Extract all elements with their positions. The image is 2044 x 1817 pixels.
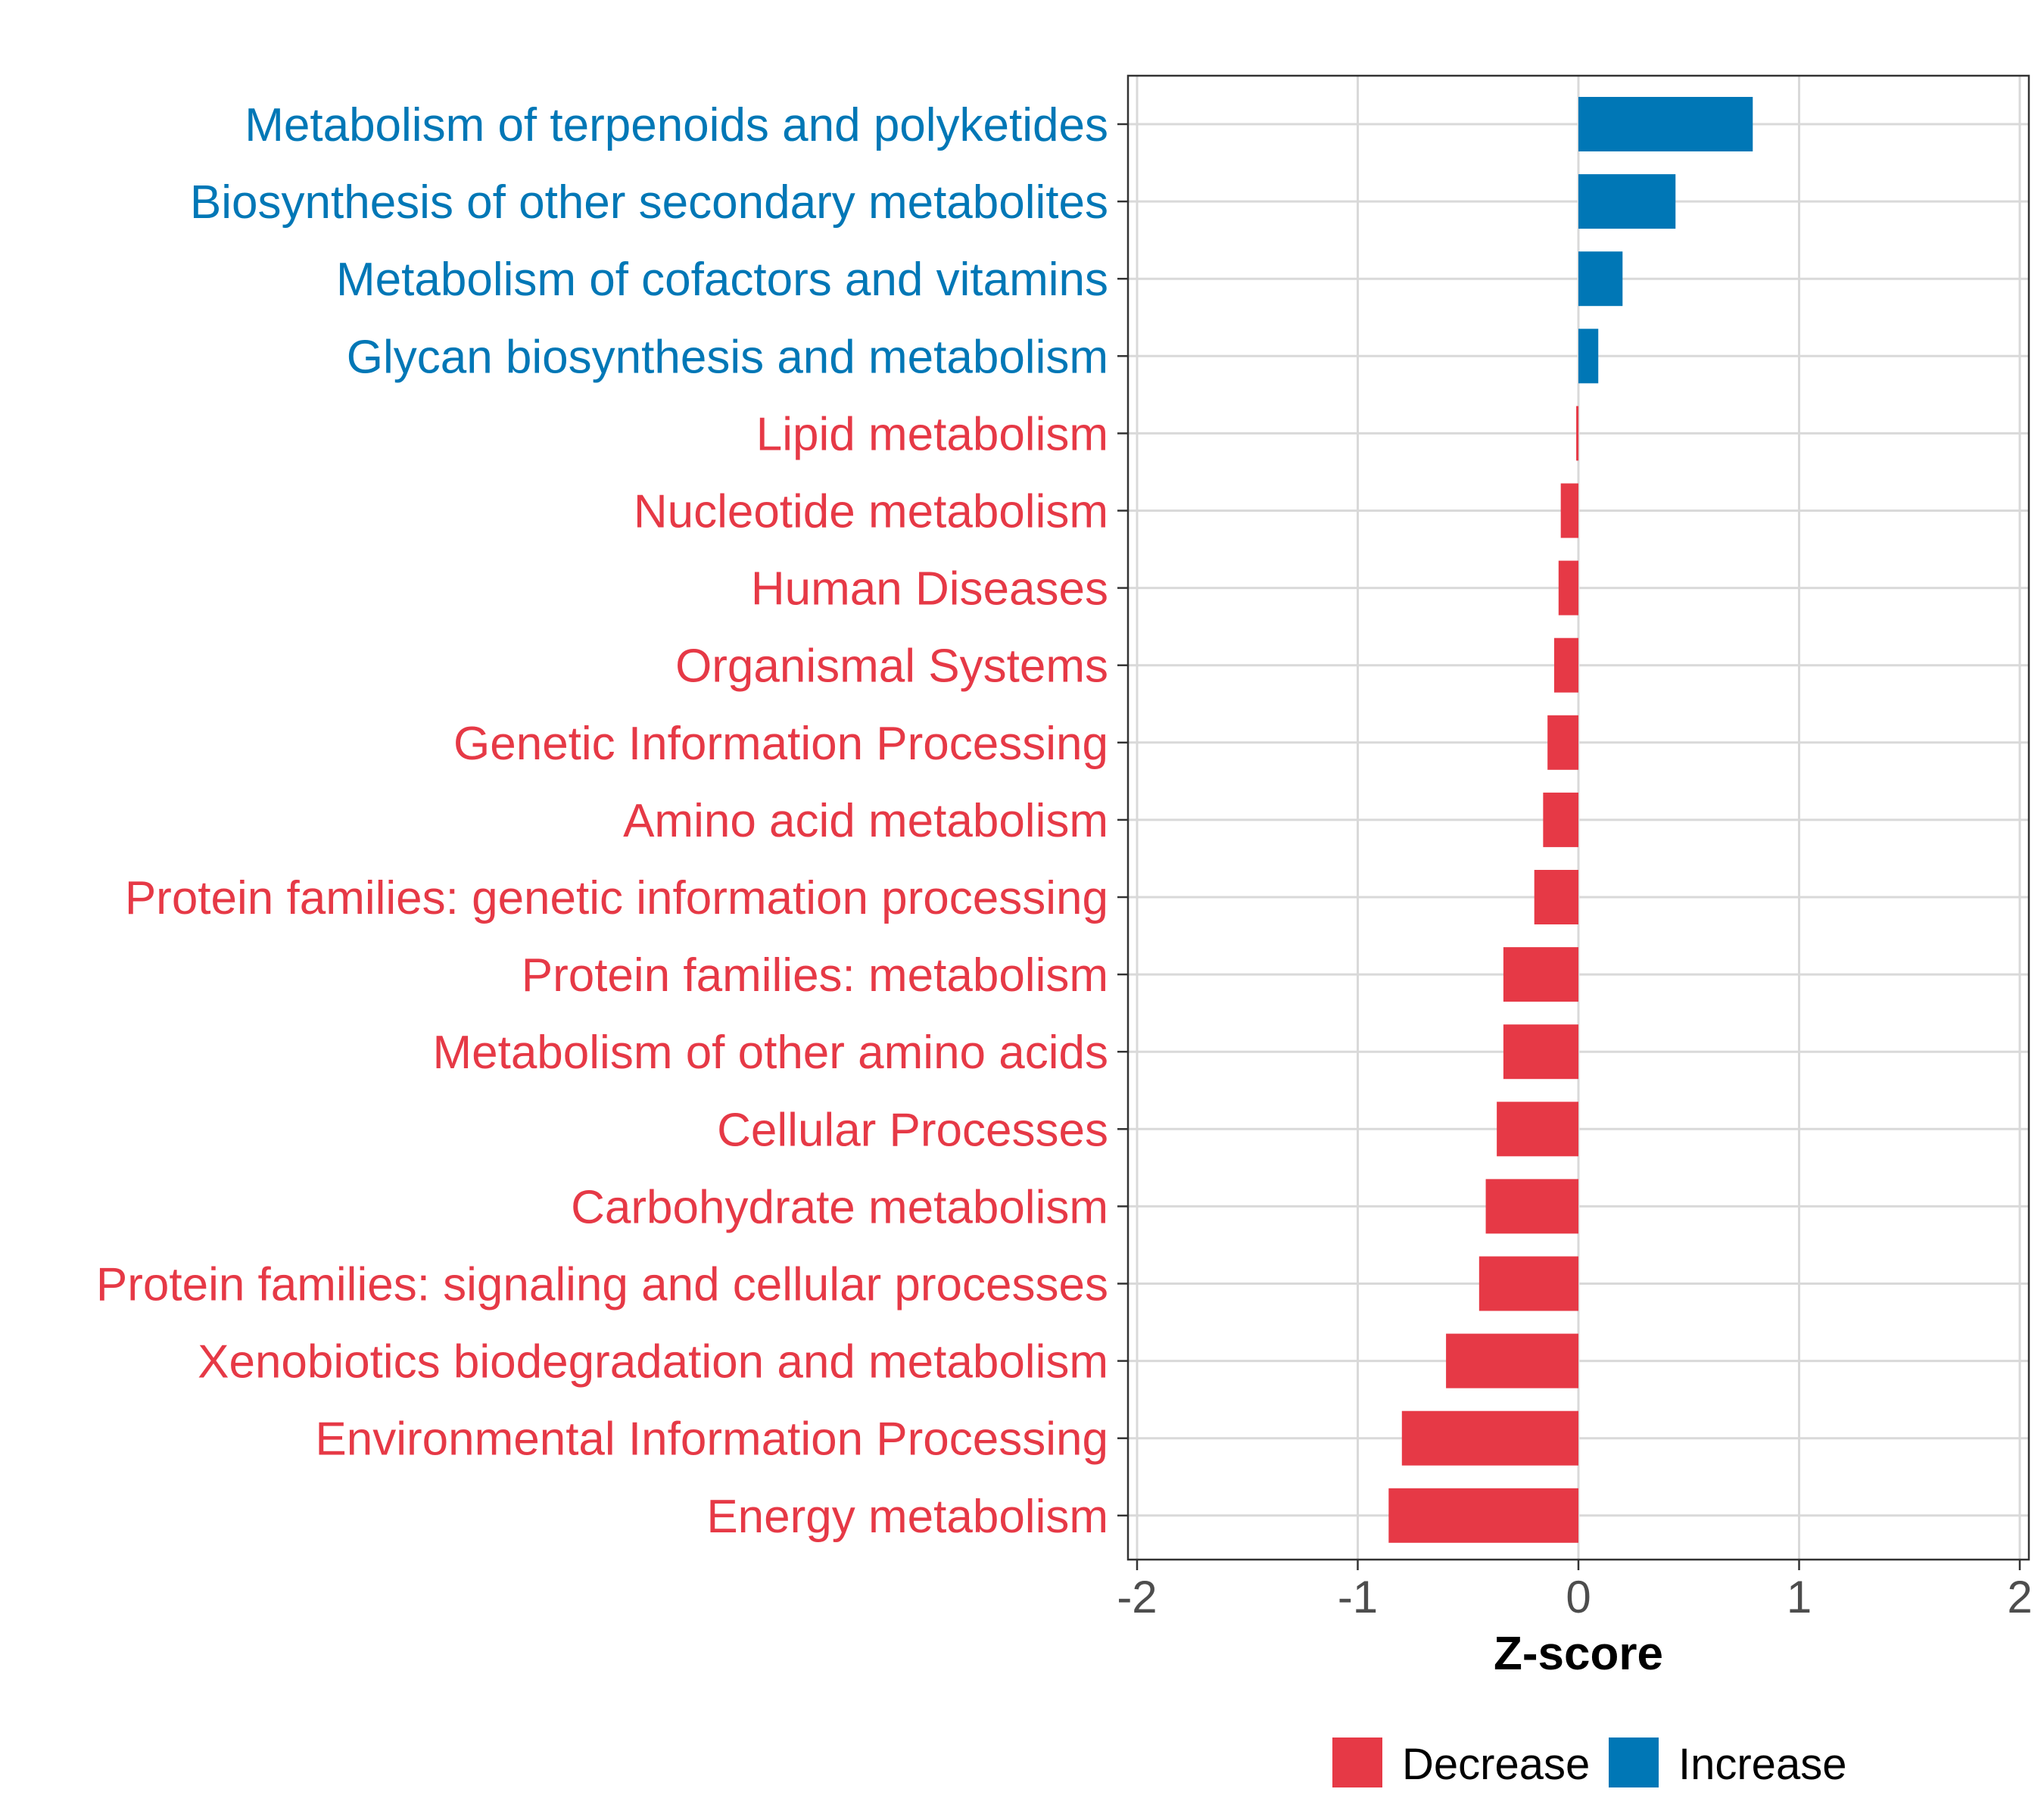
bar	[1558, 560, 1578, 616]
x-tick-label: -1	[1338, 1572, 1378, 1622]
category-label: Lipid metabolism	[756, 408, 1108, 460]
legend-label: Increase	[1678, 1740, 1846, 1789]
category-label: Amino acid metabolism	[623, 795, 1108, 847]
category-label: Genetic Information Processing	[453, 718, 1108, 770]
legend-swatch	[1609, 1738, 1659, 1787]
bar	[1503, 947, 1578, 1002]
bar	[1497, 1102, 1578, 1157]
category-label: Biosynthesis of other secondary metaboli…	[190, 176, 1108, 229]
bar	[1578, 97, 1753, 151]
bar	[1576, 406, 1579, 461]
category-label: Metabolism of cofactors and vitamins	[336, 254, 1108, 306]
category-label: Metabolism of terpenoids and polyketides	[245, 99, 1108, 151]
legend-label: Decrease	[1402, 1740, 1590, 1789]
category-label: Environmental Information Processing	[315, 1413, 1108, 1466]
x-axis-title: Z-score	[1494, 1628, 1663, 1680]
x-axis: -2 -1 0 1 2	[1117, 123, 2033, 1622]
bar	[1485, 1179, 1578, 1234]
x-tick-label: -2	[1117, 1572, 1157, 1622]
category-label: Glycan biosynthesis and metabolism	[347, 331, 1108, 383]
category-label: Human Diseases	[751, 563, 1108, 616]
bar	[1553, 637, 1578, 693]
x-tick-label: 0	[1566, 1572, 1591, 1622]
x-tick-label: 1	[1787, 1572, 1812, 1622]
category-label: Protein families: metabolism	[522, 949, 1108, 1002]
category-label: Organismal Systems	[675, 640, 1108, 693]
category-label: Xenobiotics biodegradation and metabolis…	[198, 1336, 1108, 1388]
bar-layer	[1388, 97, 1753, 1543]
category-label: Carbohydrate metabolism	[571, 1181, 1108, 1233]
bar	[1578, 251, 1623, 307]
legend-swatch	[1332, 1738, 1382, 1787]
category-label: Nucleotide metabolism	[634, 486, 1108, 538]
category-labels: Metabolism of terpenoids and polyketides…	[96, 99, 1108, 1543]
bar	[1543, 792, 1578, 847]
x-tick-label: 2	[2007, 1572, 2032, 1622]
category-label: Cellular Processes	[717, 1104, 1108, 1156]
category-label: Energy metabolism	[706, 1491, 1108, 1543]
bar	[1547, 715, 1578, 770]
bar	[1578, 329, 1599, 384]
bar	[1503, 1024, 1578, 1080]
bar	[1388, 1488, 1578, 1543]
bar	[1578, 174, 1676, 229]
bar	[1560, 483, 1578, 538]
bar	[1478, 1256, 1578, 1311]
bar	[1446, 1333, 1578, 1388]
bar	[1401, 1410, 1578, 1466]
legend: Decrease Increase	[1332, 1738, 1846, 1789]
bar	[1534, 870, 1578, 924]
category-label: Protein families: genetic information pr…	[125, 872, 1108, 924]
category-label: Protein families: signaling and cellular…	[96, 1259, 1108, 1311]
category-label: Metabolism of other amino acids	[432, 1027, 1108, 1079]
